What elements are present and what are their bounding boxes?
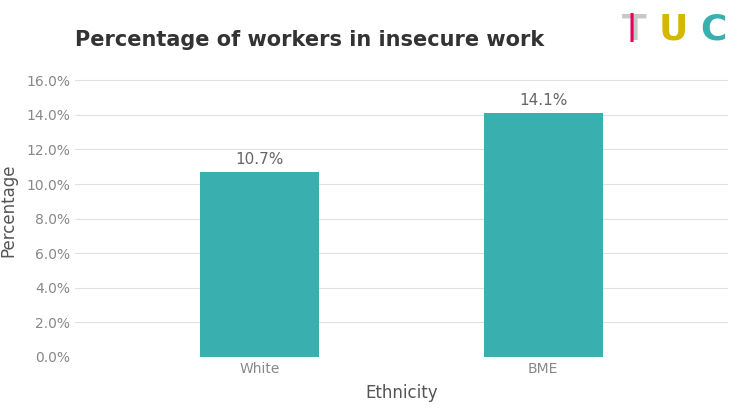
X-axis label: Ethnicity: Ethnicity bbox=[365, 384, 437, 402]
Text: T: T bbox=[622, 13, 646, 47]
Text: Percentage of workers in insecure work: Percentage of workers in insecure work bbox=[75, 30, 544, 50]
Bar bbox=[484, 113, 603, 357]
Text: 14.1%: 14.1% bbox=[519, 93, 567, 108]
Text: U: U bbox=[658, 13, 688, 47]
Bar bbox=[200, 172, 319, 357]
Text: 10.7%: 10.7% bbox=[236, 152, 284, 167]
Text: C: C bbox=[700, 13, 727, 47]
Y-axis label: Percentage: Percentage bbox=[0, 163, 18, 257]
Text: |: | bbox=[626, 13, 637, 42]
